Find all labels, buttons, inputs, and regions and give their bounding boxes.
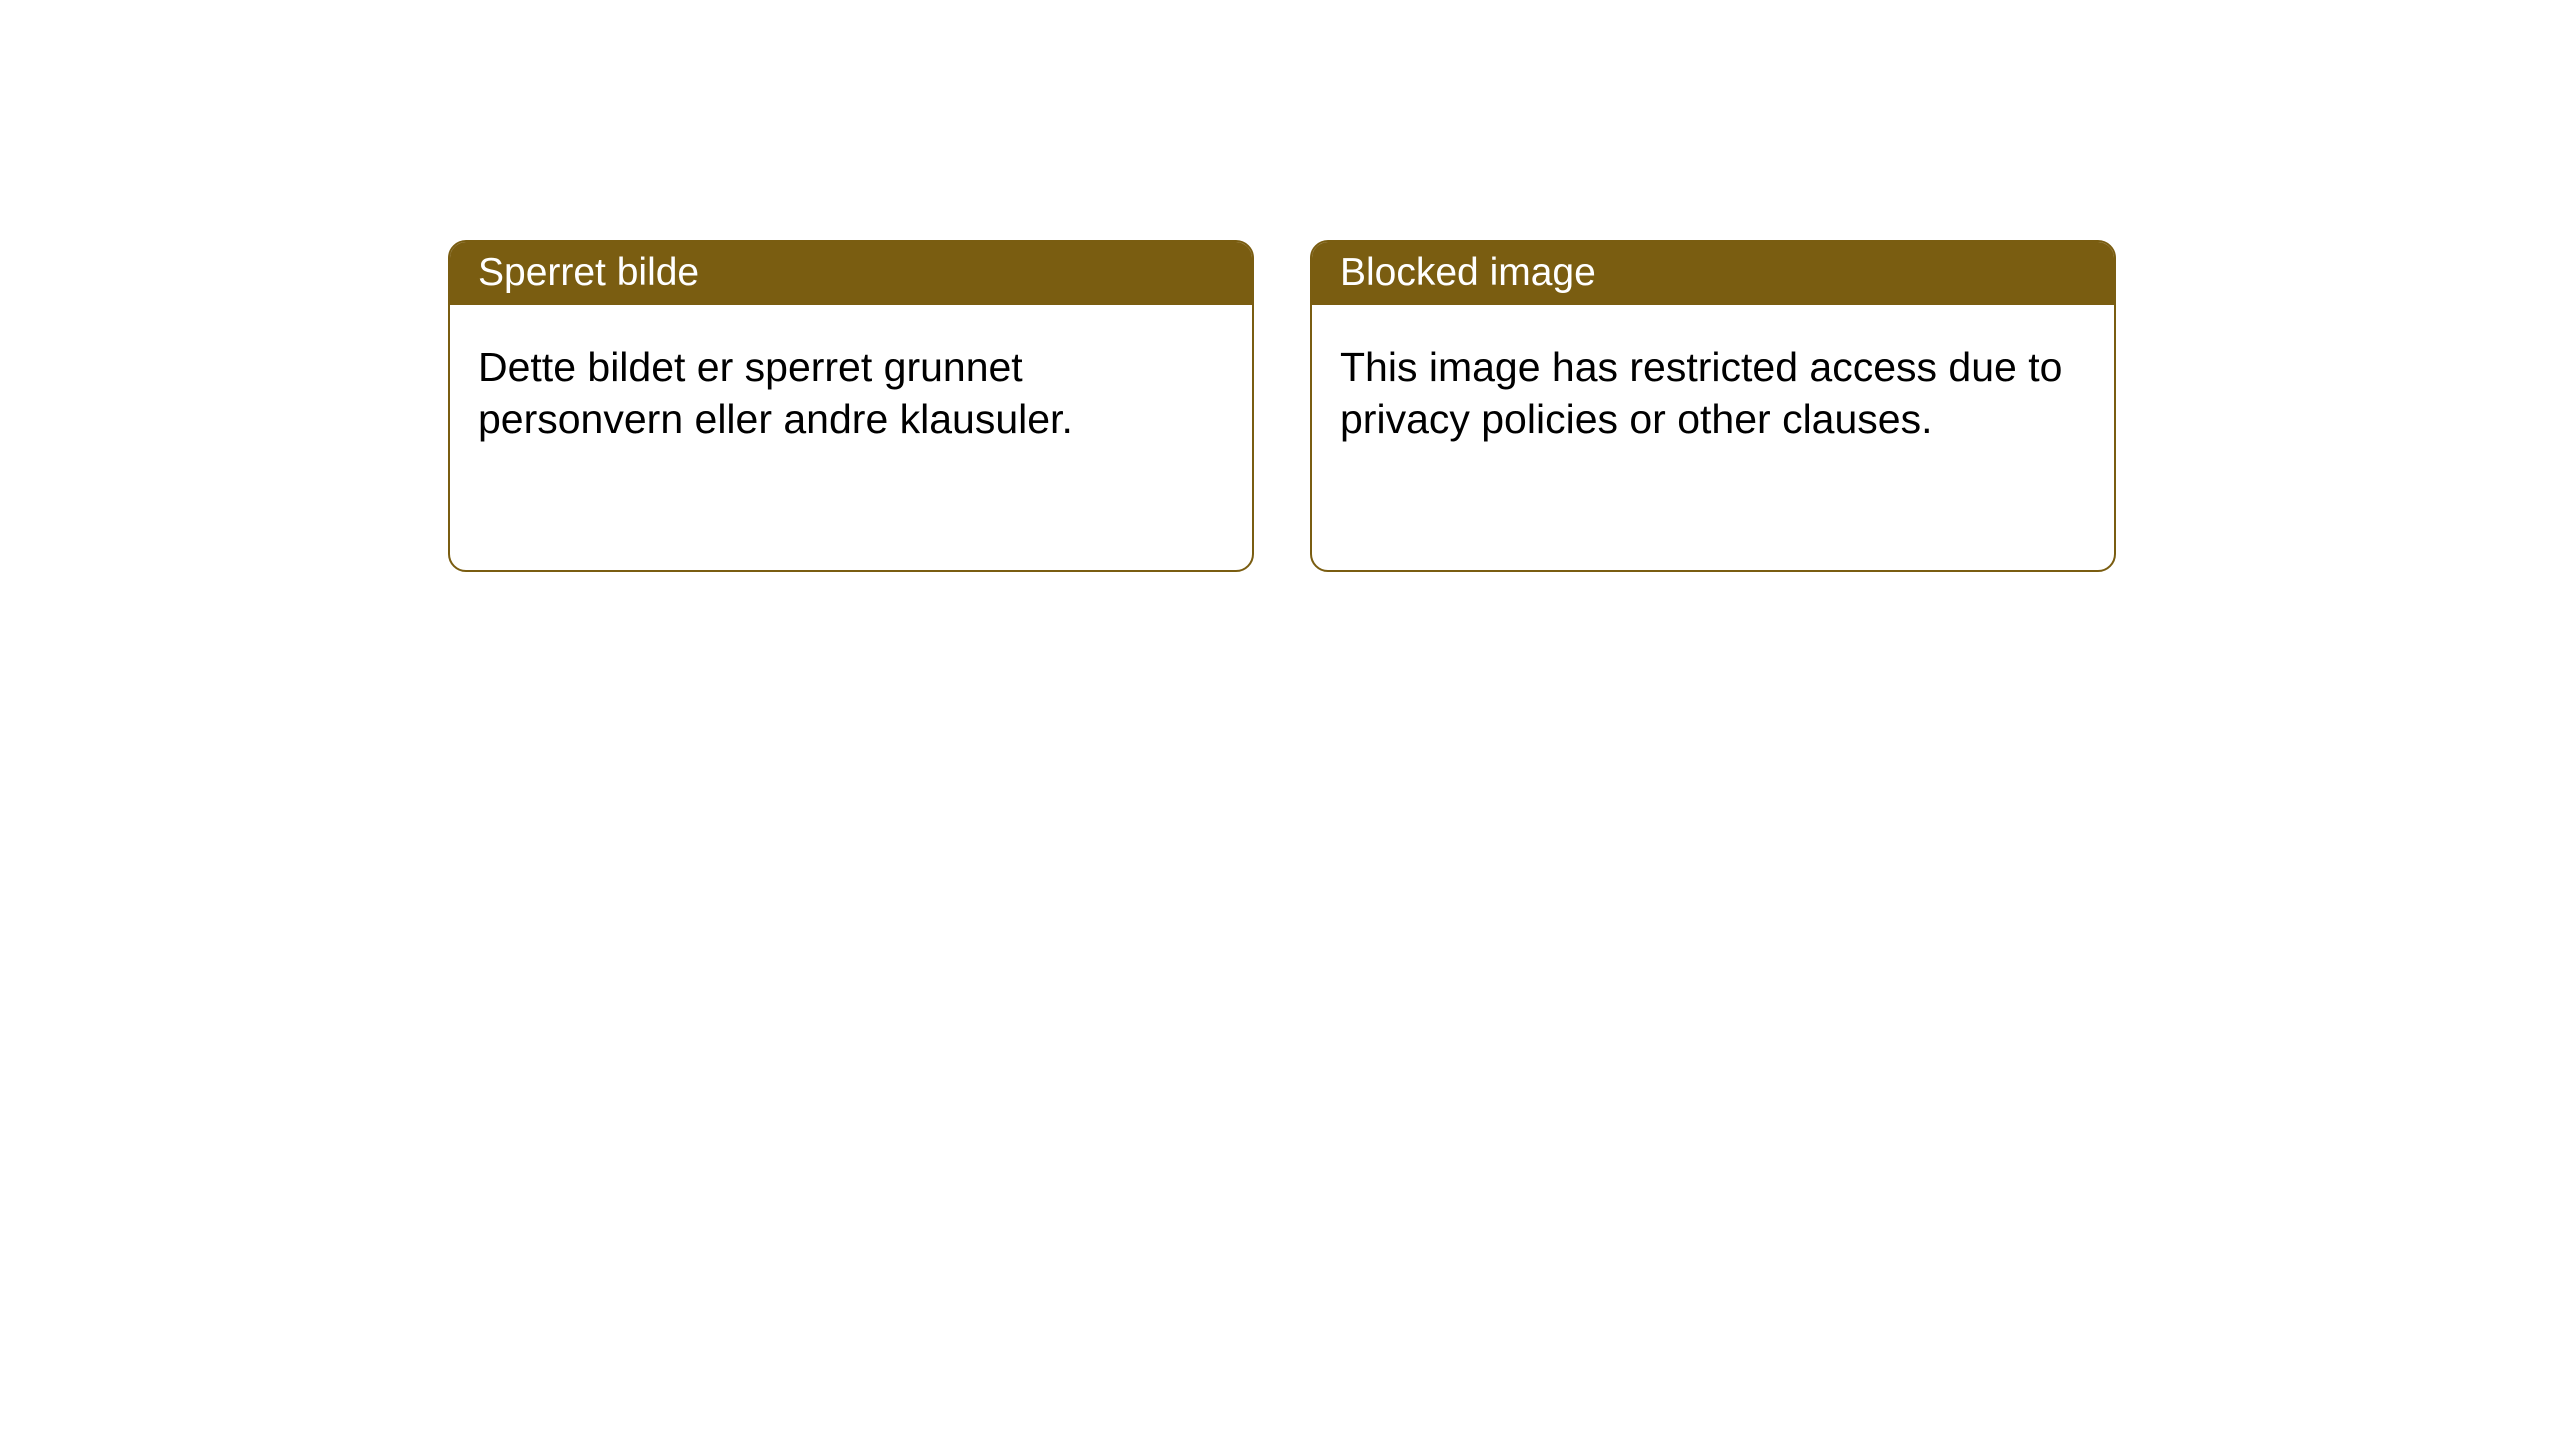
notice-card-english: Blocked image This image has restricted … (1310, 240, 2116, 572)
notice-container: Sperret bilde Dette bildet er sperret gr… (448, 240, 2116, 572)
notice-card-body: This image has restricted access due to … (1312, 305, 2114, 482)
notice-card-title: Blocked image (1312, 242, 2114, 305)
notice-card-title: Sperret bilde (450, 242, 1252, 305)
notice-card-body: Dette bildet er sperret grunnet personve… (450, 305, 1252, 482)
notice-card-norwegian: Sperret bilde Dette bildet er sperret gr… (448, 240, 1254, 572)
